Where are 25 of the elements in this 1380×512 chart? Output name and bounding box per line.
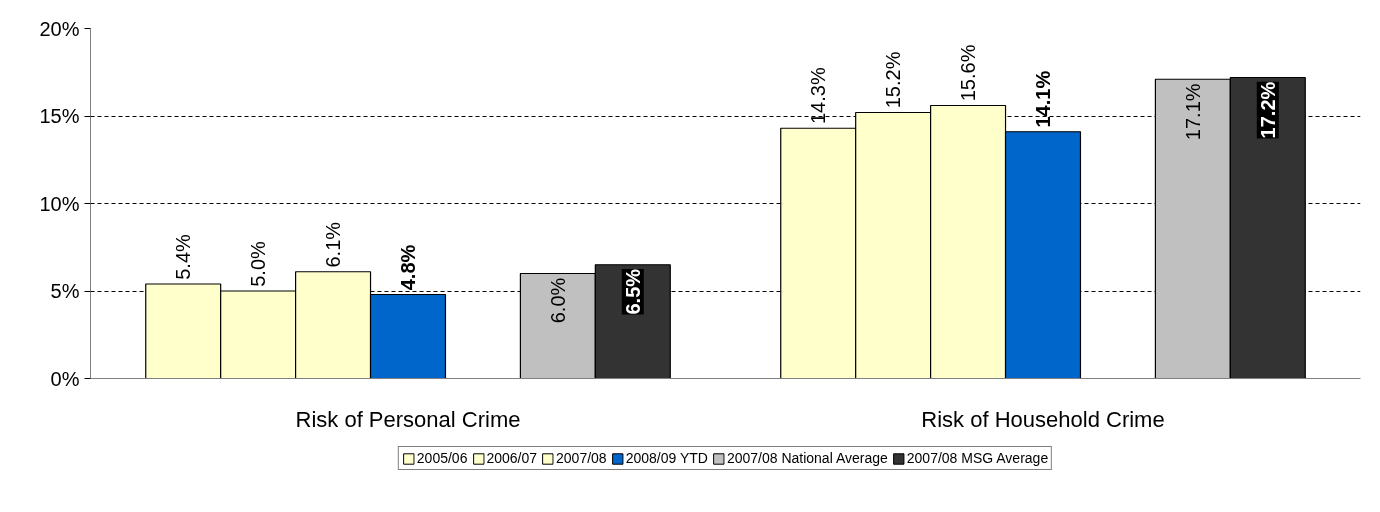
legend-label: 2007/08 MSG Average: [906, 450, 1049, 466]
data-label: 4.8%: [397, 244, 419, 291]
y-tick-label: 20%: [39, 17, 80, 40]
legend-label: 2005/06: [416, 450, 468, 466]
data-label: 17.1%: [1181, 83, 1204, 141]
data-label: 5.4%: [172, 234, 195, 280]
y-tick-label: 5%: [50, 280, 80, 302]
x-tick-label: Risk of Personal Crime: [295, 406, 521, 432]
data-label: 17.2%: [1256, 81, 1279, 139]
data-label: 6.5%: [621, 268, 644, 315]
data-label: 14.1%: [1032, 70, 1054, 128]
y-tick-label: 10%: [39, 192, 80, 215]
data-label: 15.6%: [957, 44, 980, 102]
data-label: 5.0%: [247, 241, 270, 287]
legend-label: 2007/08: [556, 450, 607, 466]
y-tick-label: 15%: [39, 105, 80, 127]
y-tick-label: 0%: [50, 367, 80, 390]
data-label: 6.0%: [546, 277, 569, 324]
data-label: 6.1%: [322, 221, 345, 268]
x-tick-label: Risk of Household Crime: [921, 406, 1165, 432]
legend-label: 2007/08 National Average: [726, 450, 888, 466]
legend-label: 2008/09 YTD: [625, 450, 708, 466]
data-label: 15.2%: [882, 51, 905, 109]
data-label: 14.3%: [807, 67, 830, 125]
legend-label: 2006/07: [486, 450, 538, 466]
